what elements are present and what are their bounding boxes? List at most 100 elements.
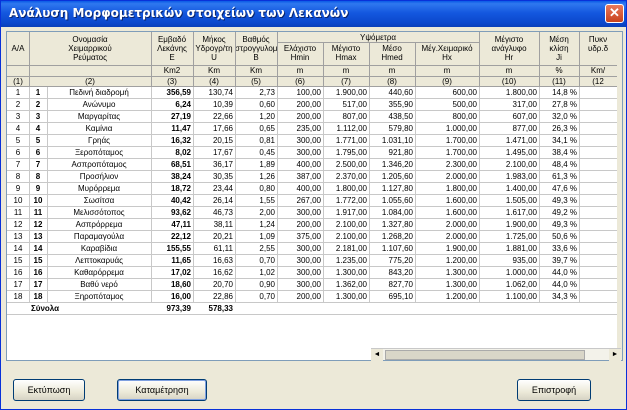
table-cell: Σωσίτσα — [83, 196, 115, 205]
cell-divider — [235, 183, 236, 195]
table-cell: 8 — [15, 172, 21, 181]
cell-divider — [369, 207, 370, 219]
table-cell: 3 — [35, 112, 41, 121]
header-unit-11: Km/ — [590, 66, 606, 75]
table-cell: 1.300,00 — [335, 292, 367, 301]
table-cell: 12 — [33, 220, 43, 229]
cell-divider — [29, 159, 30, 171]
table-row[interactable]: 11 11 Μελισσότοπος 93,62 46,73 2,00 300,00 1.91… — [7, 207, 617, 219]
table-row[interactable]: 2 2 Ανώνυμο 6,24 10,39 0,60 200,00 517,00 355,90… — [7, 99, 617, 111]
header-column-divider — [539, 32, 540, 87]
table-cell: 400,00 — [296, 184, 321, 193]
cell-divider — [193, 135, 194, 147]
cell-divider — [277, 291, 278, 303]
table-row[interactable]: 12 12 Ασπρόρρεμα 47,11 38,11 1,24 200,00 2.100,… — [7, 219, 617, 231]
cell-divider — [193, 243, 194, 255]
table-cell: 1,26 — [259, 172, 275, 181]
title-bar[interactable]: Ανάλυση Μορφομετρικών στοιχείων των Λεκα… — [1, 1, 626, 27]
cell-divider — [323, 279, 324, 291]
cell-divider — [277, 135, 278, 147]
table-row[interactable]: 4 4 Καμίνια 11,47 17,66 0,65 235,00 1.112,00 579… — [7, 123, 617, 135]
table-cell: 300,00 — [296, 148, 321, 157]
scroll-thumb[interactable] — [385, 350, 585, 360]
header-hmin-line-1: Hmin — [290, 53, 310, 62]
table-cell: 17,66 — [212, 124, 233, 133]
cell-divider — [415, 171, 416, 183]
table-cell: Προσήλιον — [79, 172, 119, 181]
table-cell: 49,3 % — [552, 196, 577, 205]
print-button[interactable]: Εκτύπωση — [13, 379, 85, 401]
header-unit-2: Km2 — [163, 66, 181, 75]
header-name-line-2: Ρεύματος — [73, 53, 107, 62]
cell-divider — [323, 255, 324, 267]
table-row[interactable]: 13 13 Παραμαγούλα 22,12 20,21 1,09 375,00 2.100… — [7, 231, 617, 243]
table-cell: 579,80 — [388, 124, 413, 133]
cell-divider — [47, 231, 48, 243]
table-cell: 16,63 — [212, 256, 233, 265]
scroll-right-button[interactable]: ► — [609, 349, 621, 361]
table-row[interactable]: 5 5 Γρηάς 16,32 20,15 0,81 300,00 1.771,00 1.031… — [7, 135, 617, 147]
cell-divider — [235, 231, 236, 243]
totals-area: 973,39 — [166, 304, 191, 313]
register-button[interactable]: Καταμέτρηση — [117, 379, 207, 401]
scroll-left-button[interactable]: ◄ — [371, 349, 383, 361]
cell-divider — [235, 279, 236, 291]
header-hmax-line-1: Hmax — [335, 53, 357, 62]
table-row[interactable]: 10 10 Σωσίτσα 40,42 26,14 1,55 267,00 1.772,00 1… — [7, 195, 617, 207]
table-row[interactable]: 18 18 Ξηροπόταμος 16,00 22,86 0,70 200,00 1.300… — [7, 291, 617, 303]
cell-divider — [29, 183, 30, 195]
cell-divider — [369, 279, 370, 291]
vertical-scroll-strip[interactable] — [617, 32, 622, 360]
back-button[interactable]: Επιστροφή — [517, 379, 591, 401]
table-row[interactable]: 3 3 Μαργαρίτας 27,19 22,66 1,20 200,00 807,00 43… — [7, 111, 617, 123]
cell-divider — [579, 231, 580, 243]
table-cell: 1.800,00 — [505, 88, 537, 97]
cell-divider — [579, 159, 580, 171]
header-colnum-9: (10) — [501, 77, 517, 86]
table-cell: 17,02 — [170, 268, 191, 277]
table-row[interactable]: 9 9 Μυρόρρεμα 18,72 23,44 0,80 400,00 1.800,00 1… — [7, 183, 617, 195]
data-grid[interactable]: A/A Ονομασία Χειμαρρικού Ρεύματος Εμβαδό Λεκά… — [6, 31, 623, 361]
table-cell: 6,24 — [175, 100, 191, 109]
table-row[interactable]: 14 14 Καραβίδια 155,55 61,11 2,55 300,00 2.181,… — [7, 243, 617, 255]
cell-divider — [47, 123, 48, 135]
table-cell: 16,00 — [170, 292, 191, 301]
header-column-divider — [579, 32, 580, 87]
table-cell: 0,45 — [259, 148, 275, 157]
table-cell: 49,3 % — [552, 220, 577, 229]
table-row[interactable]: 6 6 Ξεροπόταμος 8,02 17,67 0,45 300,00 1.795,00… — [7, 147, 617, 159]
table-row[interactable]: 8 8 Προσήλιον 38,24 30,35 1,26 387,00 2.370,00 1… — [7, 171, 617, 183]
table-cell: 1.000,00 — [505, 268, 537, 277]
table-row[interactable]: 17 17 Βαθύ νερό 18,60 20,70 0,90 300,00 1.362,0… — [7, 279, 617, 291]
cell-divider — [369, 219, 370, 231]
table-row[interactable]: 15 15 Λεπτοκαρυάς 11,65 16,63 0,70 300,00 1.235… — [7, 255, 617, 267]
cell-divider — [479, 87, 480, 99]
horizontal-scrollbar[interactable]: ◄ ► — [371, 348, 621, 361]
table-cell: 20,15 — [212, 136, 233, 145]
cell-divider — [579, 135, 580, 147]
cell-divider — [369, 99, 370, 111]
cell-divider — [235, 219, 236, 231]
header-hx-line-1: Hx — [442, 53, 452, 62]
table-cell: 22,12 — [170, 232, 191, 241]
table-cell: 387,00 — [296, 172, 321, 181]
table-row[interactable]: 16 16 Καθαρόρρεμα 17,02 16,62 1,02 300,00 1.300… — [7, 267, 617, 279]
table-row[interactable]: 1 1 Πεδινή διαδρομή 356,59 130,74 2,73 100,00 1… — [7, 87, 617, 99]
table-cell: 1.268,20 — [381, 232, 413, 241]
table-row[interactable]: 7 7 Ασπροπόταμος 68,51 36,17 1,89 400,00 2.500,… — [7, 159, 617, 171]
cell-divider — [47, 135, 48, 147]
table-cell: 12 — [13, 220, 23, 229]
table-cell: 1.700,00 — [445, 148, 477, 157]
table-cell: Ξηροπόταμος — [74, 292, 124, 301]
table-cell: Καθαρόρρεμα — [74, 268, 124, 277]
cell-divider — [415, 243, 416, 255]
cell-divider — [193, 111, 194, 123]
cell-divider — [323, 147, 324, 159]
table-cell: 1.362,00 — [335, 280, 367, 289]
close-button[interactable]: ✕ — [605, 4, 624, 23]
header-area-line-2: E — [169, 53, 175, 62]
table-cell: 1.200,00 — [445, 292, 477, 301]
table-cell: 1,24 — [259, 220, 275, 229]
header-hr-line-1: ανάγλυφο — [491, 44, 527, 53]
cell-divider — [151, 195, 152, 207]
